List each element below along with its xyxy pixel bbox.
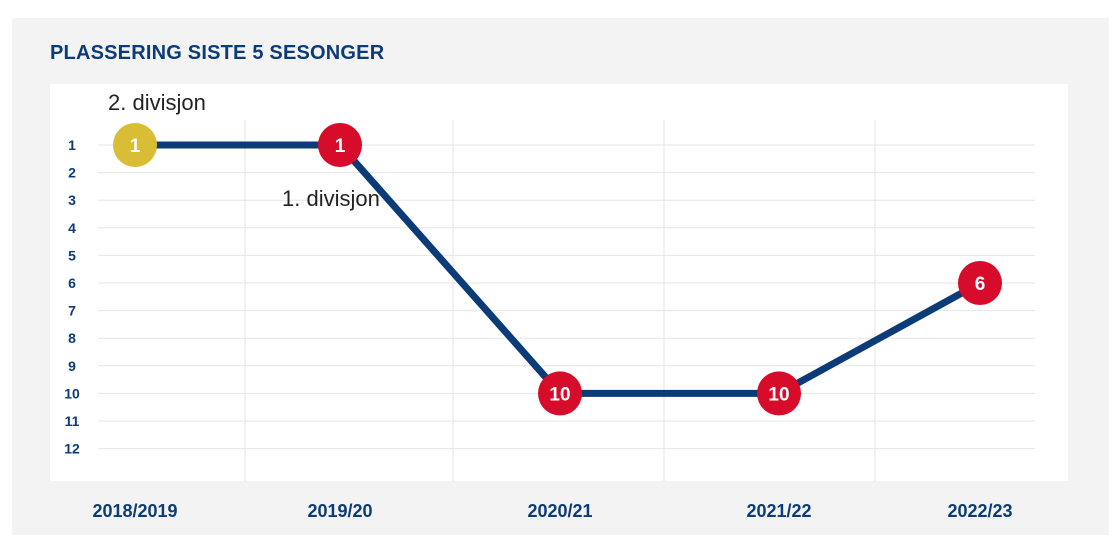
- y-tick-label: 2: [68, 165, 76, 181]
- data-point-label: 1: [335, 136, 346, 157]
- x-tick-label: 2021/22: [746, 501, 811, 521]
- data-point-label: 10: [549, 384, 570, 405]
- data-point-marker: [318, 123, 362, 167]
- y-tick-label: 9: [68, 358, 76, 374]
- y-tick-label: 4: [68, 220, 76, 236]
- y-tick-label: 8: [68, 330, 76, 346]
- division-annotation: 2. divisjon: [108, 90, 206, 115]
- y-tick-label: 10: [64, 385, 80, 401]
- x-tick-label: 2022/23: [947, 501, 1012, 521]
- data-point-label: 10: [768, 384, 789, 405]
- y-tick-label: 1: [68, 137, 76, 153]
- chart-title: PLASSERING SISTE 5 SESONGER: [50, 42, 385, 64]
- division-annotation: 1. divisjon: [282, 186, 380, 211]
- data-point-marker: [958, 261, 1002, 305]
- x-tick-label: 2019/20: [307, 501, 372, 521]
- data-point-marker: [113, 123, 157, 167]
- y-tick-label: 6: [68, 275, 76, 291]
- y-tick-label: 5: [68, 247, 76, 263]
- y-tick-label: 7: [68, 303, 76, 319]
- data-point-marker: [538, 371, 582, 416]
- y-tick-label: 11: [65, 413, 80, 429]
- y-tick-label: 12: [64, 441, 80, 457]
- y-tick-label: 3: [68, 192, 76, 208]
- x-tick-label: 2018/2019: [92, 501, 177, 521]
- data-point-marker: [757, 371, 801, 416]
- x-tick-label: 2020/21: [527, 501, 592, 521]
- data-point-label: 6: [975, 274, 986, 295]
- data-point-label: 1: [130, 136, 141, 157]
